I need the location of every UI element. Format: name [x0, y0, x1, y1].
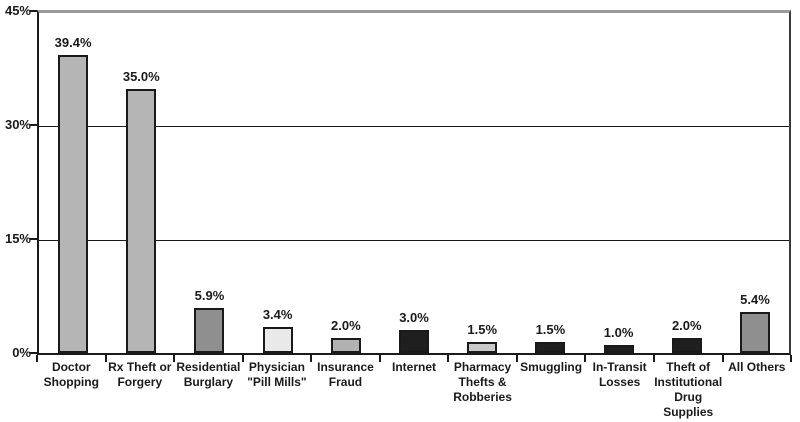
x-axis-tick — [721, 355, 724, 362]
y-axis-label: 45% — [4, 3, 31, 18]
x-axis-label: Theft of Institutional Drug Supplies — [654, 360, 723, 419]
bar-value-label: 5.9% — [194, 288, 225, 304]
bar-pharmacy-thefts-robberies — [467, 341, 498, 353]
y-axis-label: 0% — [12, 345, 31, 360]
bar-physician-pill-mills — [262, 327, 293, 353]
category-column: 35.0% — [107, 13, 175, 353]
category-column: 1.0% — [585, 13, 653, 353]
bar-value-label: 1.0% — [603, 325, 634, 341]
x-axis-label: Internet — [392, 360, 437, 374]
y-axis-label: 15% — [4, 231, 31, 246]
x-axis-label: In-Transit Losses — [592, 360, 647, 389]
x-axis-tick — [378, 355, 381, 362]
bar-value-label: 39.4% — [54, 35, 92, 51]
x-axis-tick — [790, 355, 792, 362]
bar-theft-institutional-drug-supplies — [671, 337, 702, 353]
bar-series: 39.4% 35.0% 5.9% 3.4% 2.0% — [39, 13, 789, 353]
bar-internet — [399, 330, 430, 353]
x-axis-tick — [652, 355, 655, 362]
bar-doctor-shopping — [58, 55, 89, 353]
y-axis-tick — [30, 10, 38, 12]
x-axis-label: Residential Burglary — [176, 360, 241, 389]
category-column: 2.0% — [312, 13, 380, 353]
bar-value-label: 1.5% — [467, 321, 498, 337]
plot-area: 39.4% 35.0% 5.9% 3.4% 2.0% — [37, 10, 791, 355]
x-axis-ticks — [36, 355, 792, 362]
x-axis-label: Insurance Fraud — [317, 360, 374, 389]
bar-value-label: 35.0% — [122, 68, 160, 84]
gridline-30pct — [39, 126, 789, 127]
bar-value-label: 2.0% — [671, 317, 702, 333]
x-axis-tick — [310, 355, 313, 362]
x-axis-label: Rx Theft or Forgery — [108, 360, 172, 389]
y-axis-tick — [30, 238, 38, 240]
x-axis-label: Pharmacy Thefts & Robberies — [453, 360, 512, 404]
bar-value-label: 2.0% — [331, 317, 361, 333]
x-axis-tick — [515, 355, 518, 362]
gridline-15pct — [39, 240, 789, 241]
bar-insurance-fraud — [330, 337, 361, 353]
category-column: 3.4% — [244, 13, 312, 353]
x-axis-label: Physician "Pill Mills" — [247, 360, 307, 389]
category-column: 1.5% — [516, 13, 584, 353]
category-column: 39.4% — [39, 13, 107, 353]
y-axis-tick — [30, 124, 38, 126]
x-axis-tick — [36, 355, 38, 362]
bar-value-label: 5.4% — [740, 292, 770, 308]
category-column: 1.5% — [448, 13, 516, 353]
bar-smuggling — [535, 341, 566, 353]
x-axis-label: All Others — [728, 360, 786, 374]
y-axis-tick — [30, 352, 38, 354]
bar-value-label: 3.0% — [399, 310, 429, 326]
x-axis-tick — [447, 355, 450, 362]
bar-value-label: 3.4% — [262, 307, 293, 323]
x-axis-label: Smuggling — [520, 360, 583, 374]
category-column: 3.0% — [380, 13, 448, 353]
bar-residential-burglary — [194, 308, 225, 353]
plot-inner: 39.4% 35.0% 5.9% 3.4% 2.0% — [39, 13, 789, 353]
y-axis-label: 30% — [4, 117, 31, 132]
x-axis-label: Doctor Shopping — [43, 360, 99, 389]
x-axis-labels: Doctor Shopping Rx Theft or Forgery Resi… — [37, 360, 791, 420]
bar-in-transit-losses — [603, 345, 634, 353]
category-column: 2.0% — [653, 13, 721, 353]
x-axis-tick — [104, 355, 107, 362]
x-axis-tick — [584, 355, 587, 362]
x-axis-tick — [241, 355, 244, 362]
bar-value-label: 1.5% — [535, 321, 566, 337]
x-axis-tick — [173, 355, 176, 362]
category-column: 5.4% — [721, 13, 789, 353]
category-column: 5.9% — [175, 13, 243, 353]
bar-all-others — [739, 312, 770, 353]
bar-rx-theft-or-forgery — [126, 88, 157, 353]
